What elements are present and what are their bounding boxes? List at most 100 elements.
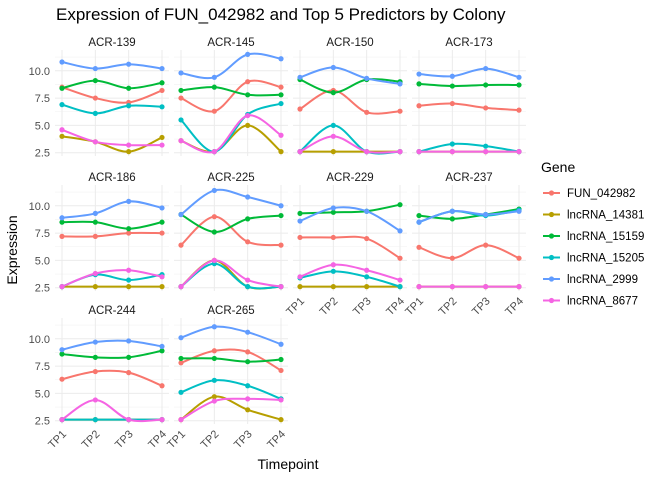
data-point [159, 142, 165, 148]
data-point [126, 354, 132, 360]
data-point [416, 219, 422, 225]
series-line [180, 86, 282, 97]
legend-label: lncRNA_15159 [567, 231, 644, 243]
data-point [416, 103, 422, 109]
data-point [126, 103, 132, 109]
data-point [364, 208, 370, 214]
series-line [61, 103, 163, 115]
data-point [211, 355, 217, 362]
series-line [299, 124, 401, 155]
series-line [61, 128, 163, 147]
facet-panel: ACR-186 2.5 5.0 7.5 10.0 [29, 172, 169, 295]
data-point [126, 85, 132, 91]
legend-label: lncRNA_2999 [567, 274, 638, 286]
data-point [516, 284, 522, 290]
facet-panel: ACR-237 TP1 TP2 TP3 TP4 [403, 172, 526, 318]
y-tick-label: 7.5 [35, 93, 50, 105]
legend-label: lncRNA_14381 [567, 210, 644, 222]
data-point [330, 262, 336, 268]
facet-label: ACR-229 [326, 172, 373, 184]
data-point [159, 104, 165, 110]
data-point [211, 394, 217, 400]
y-tick-label: 7.5 [35, 228, 50, 240]
x-tick-label: TP1 [403, 295, 426, 318]
legend-item: FUN_042982 [543, 188, 635, 200]
data-point [416, 244, 422, 250]
data-point [126, 284, 132, 290]
data-point [178, 87, 184, 94]
series-line [180, 114, 282, 154]
legend-key-point [548, 297, 555, 304]
data-point [364, 267, 370, 273]
data-point [416, 71, 422, 77]
data-point [59, 127, 65, 133]
y-tick-label: 2.5 [35, 148, 50, 160]
facet-label: ACR-173 [445, 37, 492, 49]
data-point [59, 102, 65, 108]
data-point [449, 284, 455, 290]
data-point [126, 142, 132, 148]
x-tick-label: TP3 [232, 428, 255, 451]
data-point [516, 208, 522, 214]
data-point [126, 338, 132, 344]
series-line [418, 210, 520, 224]
data-point [178, 117, 184, 123]
legend-item: lncRNA_8677 [543, 296, 638, 308]
data-point [159, 205, 165, 211]
data-point [297, 234, 303, 241]
data-point [483, 284, 489, 290]
legend-label: FUN_042982 [567, 188, 635, 200]
legend-label: lncRNA_8677 [567, 296, 638, 308]
data-point [245, 194, 251, 200]
facet-label: ACR-225 [207, 172, 254, 184]
data-point [449, 141, 455, 147]
data-point [397, 228, 403, 234]
data-point [92, 210, 98, 217]
y-tick-label: 7.5 [35, 361, 50, 373]
x-tick-label: TP2 [199, 428, 222, 451]
data-point [330, 122, 336, 129]
data-point [92, 219, 98, 225]
x-axis-title: Timepoint [258, 456, 319, 472]
data-point [483, 143, 489, 149]
data-point [245, 359, 251, 365]
data-point [211, 214, 217, 220]
series-line [180, 79, 282, 113]
grid [412, 185, 526, 291]
series-line [299, 206, 401, 232]
x-tick-label: TP4 [503, 295, 526, 318]
data-point [449, 208, 455, 214]
series-line [180, 397, 282, 421]
x-tick-label: TP1 [284, 295, 307, 318]
facet-label: ACR-150 [326, 37, 373, 49]
series-line [180, 395, 282, 421]
data-point [516, 255, 522, 261]
data-point [483, 149, 489, 155]
y-tick-label: 10.0 [29, 334, 50, 346]
legend-key-point [548, 254, 555, 261]
data-point [159, 219, 165, 225]
facet-panel: ACR-150 [293, 37, 407, 156]
data-point [330, 234, 336, 241]
series-line [299, 66, 401, 85]
legend-item: lncRNA_15159 [543, 231, 644, 243]
data-point [364, 75, 370, 82]
data-point [178, 284, 184, 290]
data-point [92, 368, 98, 375]
y-tick-label: 2.5 [35, 283, 50, 295]
legend-key-point [548, 276, 555, 282]
series-line [299, 263, 401, 282]
data-point [245, 277, 251, 283]
facet-panel: ACR-265 TP1 TP2 TP3 TP4 [165, 305, 288, 451]
data-point [449, 100, 455, 107]
data-point [211, 348, 217, 354]
data-point [92, 397, 98, 403]
data-point [330, 133, 336, 139]
series-line [180, 325, 282, 346]
data-point [126, 417, 132, 423]
data-point [211, 257, 217, 264]
series-line [180, 52, 282, 80]
data-point [278, 56, 284, 62]
data-point [211, 398, 217, 404]
data-point [397, 202, 403, 208]
